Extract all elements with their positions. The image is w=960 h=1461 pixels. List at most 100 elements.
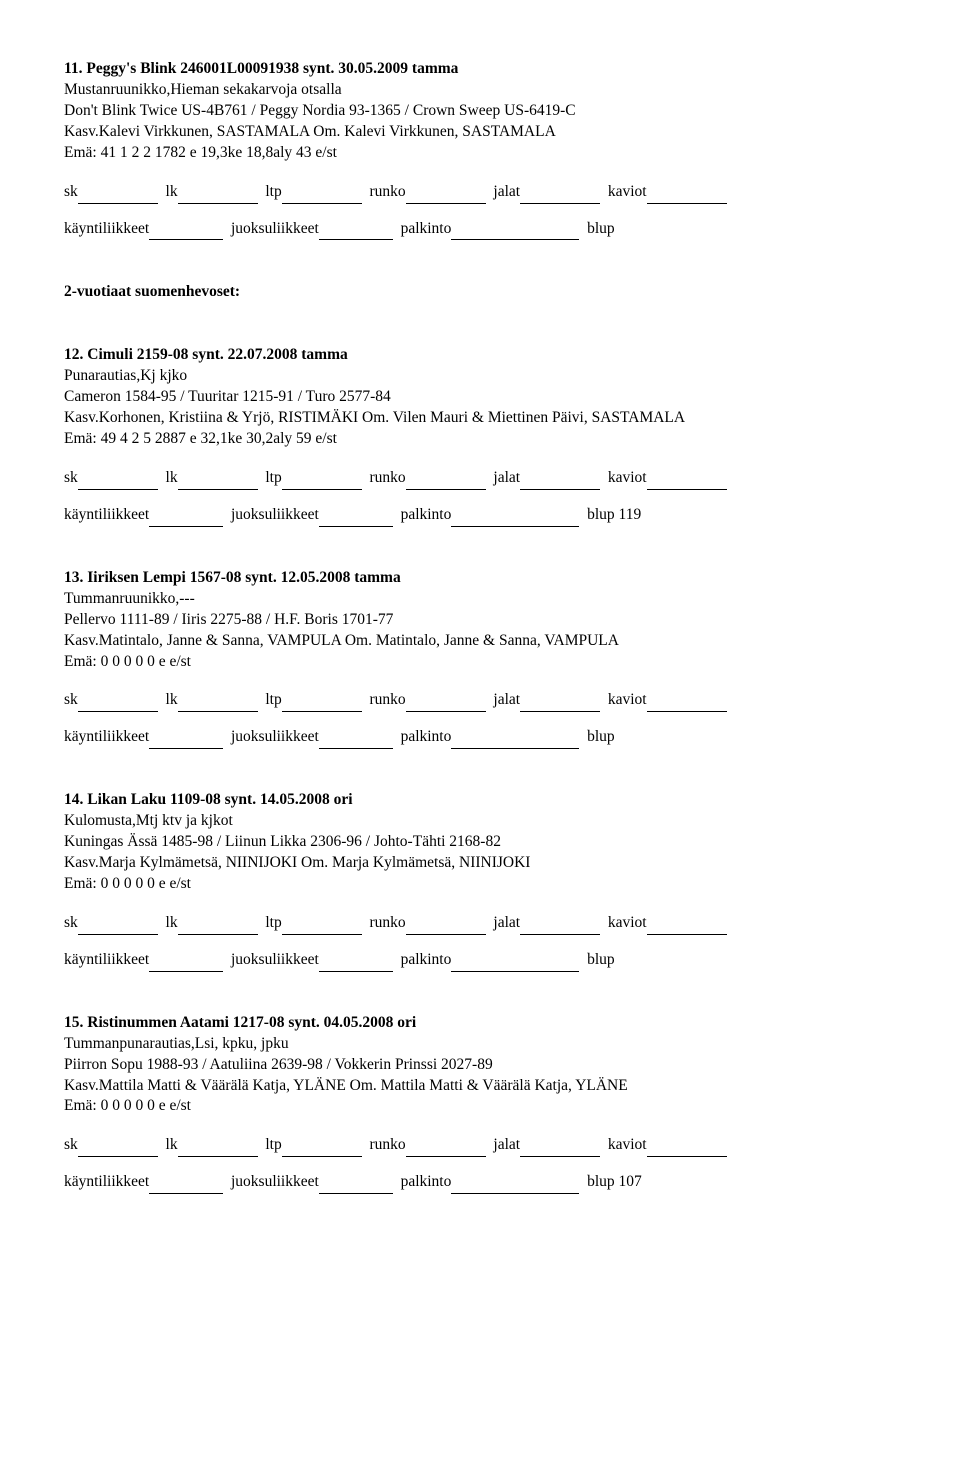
gaits-row: käyntiliikkeet juoksuliikkeet palkinto b…	[64, 727, 896, 749]
kaviot-label: kaviot	[604, 691, 647, 708]
runko-label: runko	[366, 914, 406, 931]
trot-field	[319, 1172, 393, 1194]
kaviot-field	[647, 1135, 727, 1157]
prize-field	[451, 1172, 579, 1194]
conformation-row: sk lk ltp runko jalat kaviot	[64, 468, 896, 490]
horse-entry: 12. Cimuli 2159-08 synt. 22.07.2008 tamm…	[64, 345, 896, 526]
lk-field	[178, 468, 258, 490]
breeder-owner: Kasv.Marja Kylmämetsä, NIINIJOKI Om. Mar…	[64, 853, 896, 874]
runko-field	[406, 913, 486, 935]
trot-label: juoksuliikkeet	[227, 506, 319, 523]
sk-field	[78, 690, 158, 712]
walk-field	[149, 505, 223, 527]
prize-label: palkinto	[397, 506, 452, 523]
lk-label: lk	[162, 469, 178, 486]
blup-label: blup 107	[583, 1173, 642, 1190]
blup-label: blup 119	[583, 506, 641, 523]
conformation-row: sk lk ltp runko jalat kaviot	[64, 690, 896, 712]
dam-record: Emä: 0 0 0 0 0 e e/st	[64, 652, 896, 673]
lk-label: lk	[162, 914, 178, 931]
sk-field	[78, 468, 158, 490]
pedigree: Kuningas Ässä 1485-98 / Liinun Likka 230…	[64, 832, 896, 853]
kaviot-label: kaviot	[604, 1136, 647, 1153]
horse-entry: 13. Iiriksen Lempi 1567-08 synt. 12.05.2…	[64, 568, 896, 749]
walk-label: käyntiliikkeet	[64, 1173, 149, 1190]
gaits-row: käyntiliikkeet juoksuliikkeet palkinto b…	[64, 505, 896, 527]
color-desc: Tummanpunarautias,Lsi, kpku, jpku	[64, 1034, 896, 1055]
sk-label: sk	[64, 183, 78, 200]
jalat-field	[520, 468, 600, 490]
lk-label: lk	[162, 183, 178, 200]
blup-label: blup	[583, 728, 614, 745]
lk-label: lk	[162, 691, 178, 708]
sk-field	[78, 182, 158, 204]
walk-label: käyntiliikkeet	[64, 728, 149, 745]
walk-label: käyntiliikkeet	[64, 220, 149, 237]
blup-label: blup	[583, 220, 614, 237]
conformation-row: sk lk ltp runko jalat kaviot	[64, 1135, 896, 1157]
trot-label: juoksuliikkeet	[227, 728, 319, 745]
ltp-field	[282, 913, 362, 935]
prize-label: palkinto	[397, 1173, 452, 1190]
lk-label: lk	[162, 1136, 178, 1153]
lk-field	[178, 690, 258, 712]
conformation-row: sk lk ltp runko jalat kaviot	[64, 182, 896, 204]
gaits-row: käyntiliikkeet juoksuliikkeet palkinto b…	[64, 1172, 896, 1194]
pedigree: Don't Blink Twice US-4B761 / Peggy Nordi…	[64, 101, 896, 122]
dam-record: Emä: 0 0 0 0 0 e e/st	[64, 874, 896, 895]
jalat-label: jalat	[490, 1136, 521, 1153]
sk-label: sk	[64, 1136, 78, 1153]
jalat-field	[520, 690, 600, 712]
dam-record: Emä: 41 1 2 2 1782 e 19,3ke 18,8aly 43 e…	[64, 143, 896, 164]
breeder-owner: Kasv.Korhonen, Kristiina & Yrjö, RISTIMÄ…	[64, 408, 896, 429]
jalat-label: jalat	[490, 469, 521, 486]
runko-field	[406, 182, 486, 204]
ltp-field	[282, 468, 362, 490]
pedigree: Pellervo 1111-89 / Iiris 2275-88 / H.F. …	[64, 610, 896, 631]
lk-field	[178, 913, 258, 935]
trot-field	[319, 219, 393, 241]
prize-field	[451, 950, 579, 972]
dam-record: Emä: 49 4 2 5 2887 e 32,1ke 30,2aly 59 e…	[64, 429, 896, 450]
runko-field	[406, 468, 486, 490]
color-desc: Tummanruunikko,---	[64, 589, 896, 610]
prize-field	[451, 727, 579, 749]
walk-label: käyntiliikkeet	[64, 951, 149, 968]
prize-field	[451, 219, 579, 241]
kaviot-field	[647, 690, 727, 712]
ltp-label: ltp	[261, 183, 281, 200]
kaviot-label: kaviot	[604, 469, 647, 486]
conformation-row: sk lk ltp runko jalat kaviot	[64, 913, 896, 935]
trot-field	[319, 727, 393, 749]
trot-label: juoksuliikkeet	[227, 1173, 319, 1190]
trot-label: juoksuliikkeet	[227, 951, 319, 968]
trot-field	[319, 505, 393, 527]
jalat-field	[520, 913, 600, 935]
gaits-row: käyntiliikkeet juoksuliikkeet palkinto b…	[64, 219, 896, 241]
sk-field	[78, 913, 158, 935]
ltp-field	[282, 690, 362, 712]
prize-label: palkinto	[397, 951, 452, 968]
runko-label: runko	[366, 183, 406, 200]
prize-field	[451, 505, 579, 527]
entry-title: 15. Ristinummen Aatami 1217-08 synt. 04.…	[64, 1013, 896, 1034]
color-desc: Punarautias,Kj kjko	[64, 366, 896, 387]
entry-title: 12. Cimuli 2159-08 synt. 22.07.2008 tamm…	[64, 345, 896, 366]
lk-field	[178, 182, 258, 204]
ltp-label: ltp	[261, 469, 281, 486]
entry-title: 11. Peggy's Blink 246001L00091938 synt. …	[64, 59, 896, 80]
jalat-field	[520, 1135, 600, 1157]
sk-field	[78, 1135, 158, 1157]
horse-entry: 14. Likan Laku 1109-08 synt. 14.05.2008 …	[64, 790, 896, 971]
color-desc: Mustanruunikko,Hieman sekakarvoja otsall…	[64, 80, 896, 101]
runko-label: runko	[366, 691, 406, 708]
runko-field	[406, 690, 486, 712]
lk-field	[178, 1135, 258, 1157]
entry-title: 14. Likan Laku 1109-08 synt. 14.05.2008 …	[64, 790, 896, 811]
ltp-field	[282, 182, 362, 204]
trot-label: juoksuliikkeet	[227, 220, 319, 237]
entry-title: 13. Iiriksen Lempi 1567-08 synt. 12.05.2…	[64, 568, 896, 589]
breeder-owner: Kasv.Mattila Matti & Väärälä Katja, YLÄN…	[64, 1076, 896, 1097]
gaits-row: käyntiliikkeet juoksuliikkeet palkinto b…	[64, 950, 896, 972]
jalat-field	[520, 182, 600, 204]
